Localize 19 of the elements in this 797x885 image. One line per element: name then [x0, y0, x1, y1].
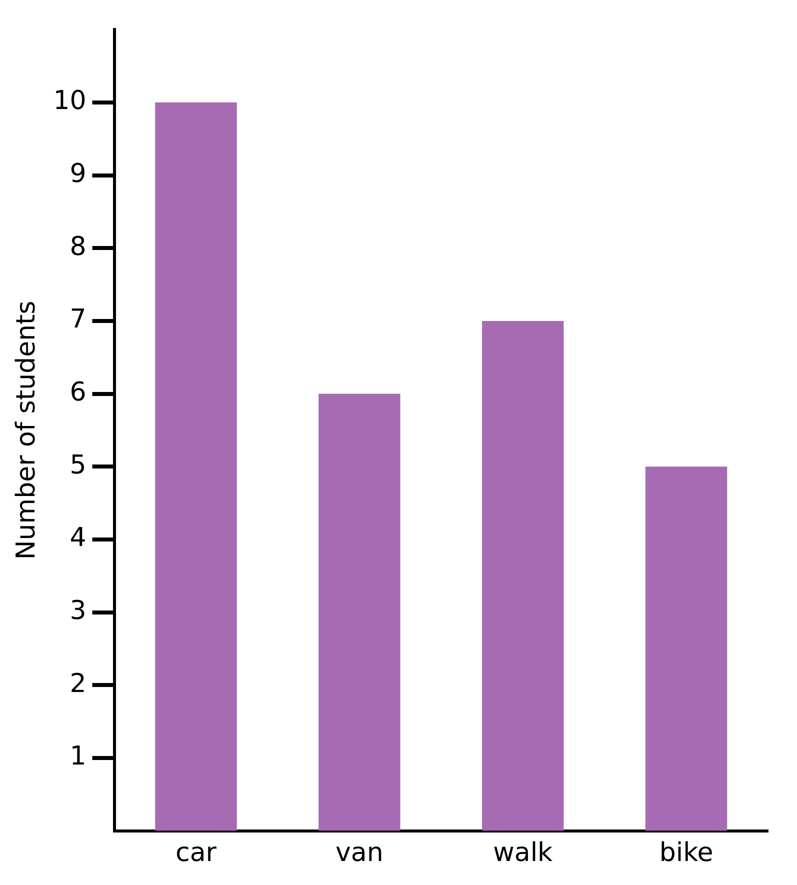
y-tick-label: 2 [70, 668, 86, 699]
bar [318, 394, 400, 831]
y-tick-label: 3 [70, 596, 86, 626]
x-tick-label: walk [493, 838, 553, 868]
bar [155, 102, 237, 831]
y-tick-label: 5 [70, 450, 86, 480]
x-tick-label: bike [659, 838, 714, 868]
y-tick-label: 10 [53, 86, 86, 116]
y-axis-title: Number of students [11, 300, 42, 560]
y-tick-label: 9 [70, 159, 86, 190]
bar [482, 320, 564, 831]
y-tick-label: 8 [70, 232, 86, 262]
y-tick-label: 1 [70, 742, 86, 772]
x-tick-label: van [336, 838, 384, 868]
bar [645, 466, 728, 831]
y-tick-label: 7 [70, 304, 86, 335]
y-tick-label: 4 [70, 523, 86, 554]
y-tick-label: 6 [70, 378, 86, 408]
x-tick-label: car [176, 838, 217, 868]
